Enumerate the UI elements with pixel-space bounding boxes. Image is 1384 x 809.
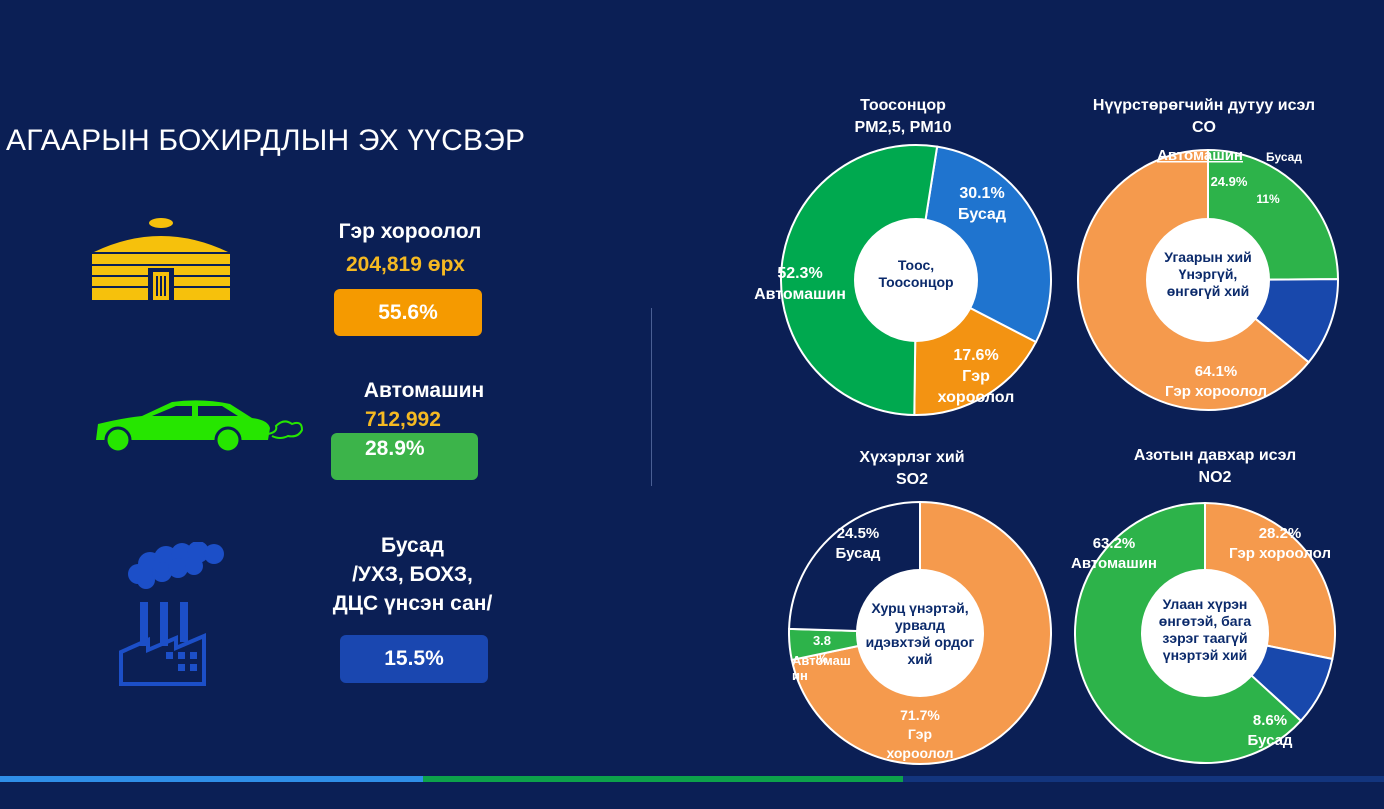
- slice-extra-label: ин: [792, 668, 808, 683]
- bottom-bar-segment: [903, 776, 1384, 782]
- percent-badge-ger: 55.6%: [334, 289, 482, 336]
- source-name-other: Бусад /УХЗ, БОХЗ, ДЦС үнсэн сан/: [320, 531, 505, 618]
- chart-title-line: SO2: [895, 471, 928, 488]
- slice-label: 8.6% Бусад: [1248, 712, 1293, 749]
- slice-label: 3.8%: [813, 633, 831, 666]
- chart-title-so2: Хүхэрлэг хий SO2: [812, 447, 1012, 491]
- slice-extra-label: Бусад: [1266, 150, 1302, 164]
- source-name-ger: Гэр хороолол: [338, 220, 482, 243]
- chart-title-line: Азотын давхар исэл: [1133, 447, 1297, 464]
- donut-chart-2: Хурц үнэртэй, урвалд идэвхтэй ордог хий 71.7…: [788, 500, 1052, 765]
- bottom-bar-segment: [0, 776, 423, 782]
- source-name-car: Автомашин: [363, 379, 485, 402]
- donut-hole: [1141, 569, 1269, 697]
- slice-extra-label: Автомаш: [792, 653, 851, 668]
- slice-label: 64.1% Гэр хороолол: [1165, 363, 1267, 400]
- chart-title-line: PM2,5, PM10: [854, 119, 952, 136]
- slice-label: 52.3% Автомашин: [754, 265, 846, 303]
- bottom-bar-segment: [423, 776, 903, 782]
- vertical-divider: [651, 308, 652, 486]
- slice-extra-label: Автомашин: [1157, 147, 1243, 164]
- factory-icon: [119, 542, 224, 686]
- slice-label: 71.7% Гэр хороолол: [886, 707, 953, 761]
- donut-hole: [856, 569, 984, 697]
- chart-title-line: Хүхэрлэг хий: [859, 449, 965, 466]
- slice-label: 24.5% Бусад: [836, 525, 881, 562]
- percent-badge-car: 28.9%: [331, 433, 478, 480]
- donut-center-text: Угаарын хий Үнэргүй, өнгөгүй хий: [1164, 249, 1251, 299]
- slice-label: 11%: [1256, 192, 1280, 206]
- slice-label: 30.1% Бусад: [958, 185, 1006, 223]
- chart-title-line: CO: [1192, 119, 1216, 136]
- donut-center-text: Улаан хүрэн өнгөтэй, бага зэрэг таагүй үнэр…: [1159, 596, 1252, 663]
- donut-chart-3: Улаан хүрэн өнгөтэй, бага зэрэг таагүй үнэр…: [1071, 501, 1336, 764]
- chart-title-line: Тоосонцор: [860, 97, 946, 114]
- donut-chart-0: Тоос, Тоосонцор 30.1% Бусад 17.6% Гэр хороолол…: [754, 144, 1052, 417]
- ger-icon: [92, 218, 230, 300]
- donut-chart-1: Угаарын хий Үнэргүй, өнгөгүй хий 24.9% 11% 64…: [1077, 147, 1340, 411]
- car-icon: [96, 400, 304, 454]
- source-count-car: 712,992: [365, 408, 441, 431]
- chart-title-pm: Тоосонцор PM2,5, PM10: [803, 95, 1003, 139]
- source-name-other-line: /УХЗ, БОХЗ,: [352, 563, 473, 586]
- chart-title-line: NO2: [1198, 469, 1232, 486]
- source-name-other-line: Бусад: [381, 534, 444, 557]
- chart-title-no2: Азотын давхар исэл NO2: [1100, 445, 1330, 489]
- slice-label: 28.2% Гэр хороолол: [1229, 525, 1331, 562]
- source-name-other-line: ДЦС үнсэн сан/: [332, 592, 493, 615]
- donut-hole: [1146, 218, 1270, 342]
- slice-label: 17.6% Гэр хороолол: [938, 347, 1015, 406]
- percent-badge-other: 15.5%: [340, 635, 488, 683]
- source-count-ger: 204,819 өрх: [346, 253, 465, 276]
- donut-hole: [854, 218, 978, 342]
- chart-title-co: Нүүрстөрөгчийн дутуу исэл CO: [1074, 95, 1334, 139]
- donut-center-text: Хурц үнэртэй, урвалд идэвхтэй ордог хий: [866, 600, 975, 667]
- slice-label: 24.9%: [1211, 174, 1248, 189]
- chart-title-line: Нүүрстөрөгчийн дутуу исэл: [1092, 97, 1316, 114]
- slice-label: 63.2% Автомашин: [1071, 535, 1157, 572]
- donut-center-text: Тоос, Тоосонцор: [878, 257, 953, 290]
- page-title: АГААРЫН БОХИРДЛЫН ЭХ ҮҮСВЭР: [6, 124, 526, 157]
